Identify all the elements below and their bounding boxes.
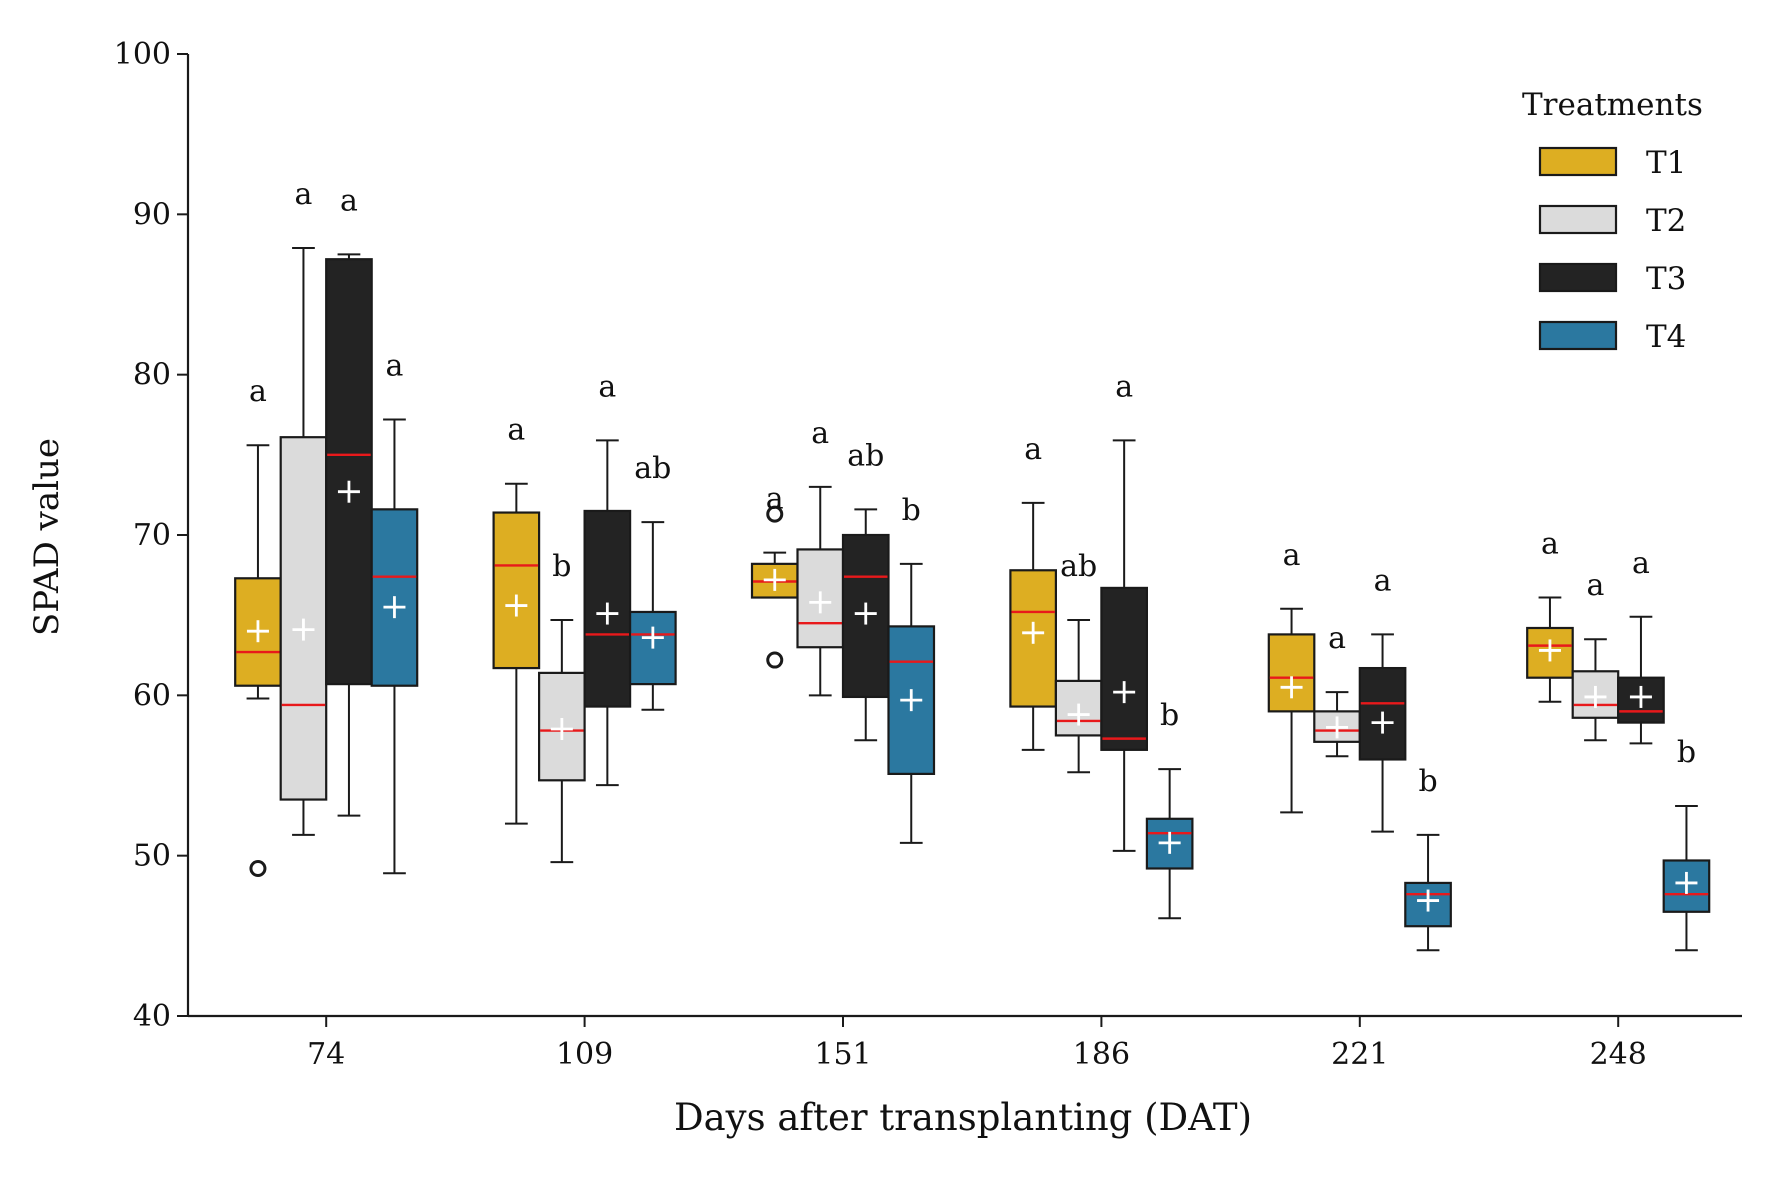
y-axis-label: SPAD value (27, 438, 67, 636)
y-tick-label: 50 (133, 839, 171, 874)
significance-letter: b (1160, 698, 1179, 733)
significance-letter: a (386, 349, 404, 384)
significance-letter: a (811, 416, 829, 451)
box-t1-74: a (234, 374, 282, 877)
box-t2-151: a (796, 416, 845, 697)
significance-letter: ab (1060, 549, 1097, 584)
legend: Treatments T1 T2 T3 T4 (1522, 87, 1703, 355)
axis-labels: SPAD value Days after transplanting (DAT… (27, 438, 1252, 1139)
box-t2-221: a (1313, 621, 1361, 758)
legend-swatch-t2 (1538, 204, 1618, 235)
y-tick-label: 100 (114, 37, 171, 72)
box-t4-74: a (370, 349, 419, 875)
box-t4-109: ab (628, 451, 677, 711)
legend-swatch-t1 (1538, 146, 1618, 177)
y-tick-label: 90 (133, 197, 171, 232)
box-rect (1571, 670, 1620, 719)
legend-label-t3: T3 (1646, 261, 1686, 297)
box-t3-74: a (325, 183, 373, 817)
significance-letter: b (902, 493, 921, 528)
box-rect (537, 671, 586, 782)
box-rect (1009, 569, 1058, 708)
significance-letter: ab (634, 451, 671, 486)
legend-label-t2: T2 (1646, 203, 1686, 239)
box-t3-151: ab (841, 438, 890, 742)
y-tick-label: 40 (133, 999, 171, 1034)
box-rect (1526, 626, 1574, 679)
box-rect (325, 258, 373, 686)
outlier-point (766, 505, 784, 523)
legend-label-t4: T4 (1646, 319, 1686, 355)
significance-letter: a (249, 374, 267, 409)
y-tick-label: 70 (133, 518, 171, 553)
box-t2-109: b (537, 549, 586, 864)
significance-letter: a (1024, 432, 1042, 467)
box-t3-109: a (583, 369, 632, 787)
legend-swatch-t4 (1538, 320, 1618, 351)
box-t3-248: a (1617, 546, 1665, 745)
x-tick-label: 151 (814, 1037, 871, 1072)
x-tick-label: 186 (1073, 1037, 1130, 1072)
box-t1-151: a (750, 482, 799, 669)
box-t2-74: a (279, 177, 328, 836)
significance-letter: b (552, 549, 571, 584)
legend-title: Treatments (1522, 87, 1703, 123)
x-axis-label: Days after transplanting (DAT) (674, 1096, 1252, 1139)
legend-swatch-t3 (1538, 262, 1618, 293)
box-rect (1267, 633, 1316, 713)
significance-letter: a (507, 413, 525, 448)
significance-letter: a (1587, 568, 1605, 603)
significance-letter: a (340, 183, 358, 218)
box-t2-248: a (1571, 568, 1620, 742)
significance-letter: a (1541, 527, 1559, 562)
significance-letter: a (1632, 546, 1650, 581)
x-tick-label: 221 (1331, 1037, 1388, 1072)
axes: 40 50 60 70 80 90 100 74 109 151 186 221 248 (114, 37, 1742, 1072)
significance-letter: a (295, 177, 313, 212)
outlier-point (766, 651, 784, 669)
box-t4-151: b (887, 493, 936, 844)
box-t3-221: a (1358, 563, 1407, 833)
significance-letter: a (1374, 563, 1392, 598)
box-t1-109: a (492, 413, 541, 825)
box-t2-186: ab (1054, 549, 1103, 774)
box-t1-186: a (1009, 432, 1058, 751)
legend-label-t1: T1 (1646, 145, 1686, 181)
x-tick-label: 248 (1590, 1037, 1647, 1072)
x-tick-label: 109 (556, 1037, 613, 1072)
box-t4-186: b (1145, 698, 1194, 920)
y-tick-label: 80 (133, 358, 171, 393)
x-tick-label: 74 (307, 1037, 345, 1072)
box-t1-248: a (1526, 527, 1574, 703)
significance-letter: a (766, 482, 784, 517)
box-t3-186: a (1100, 369, 1149, 852)
significance-letter: a (1328, 621, 1346, 656)
box-t1-221: a (1267, 538, 1316, 814)
box-t4-248: b (1662, 735, 1711, 952)
significance-letter: a (1283, 538, 1301, 573)
significance-letter: a (598, 369, 616, 404)
significance-letter: ab (847, 438, 884, 473)
significance-letter: b (1418, 764, 1437, 799)
box-rect (1100, 586, 1149, 751)
significance-letter: a (1115, 369, 1133, 404)
box-rect (492, 511, 541, 670)
box-t4-221: b (1404, 764, 1452, 952)
box-rect (279, 436, 328, 801)
outlier-point (249, 859, 267, 877)
y-tick-label: 60 (133, 678, 171, 713)
significance-letter: b (1677, 735, 1696, 770)
